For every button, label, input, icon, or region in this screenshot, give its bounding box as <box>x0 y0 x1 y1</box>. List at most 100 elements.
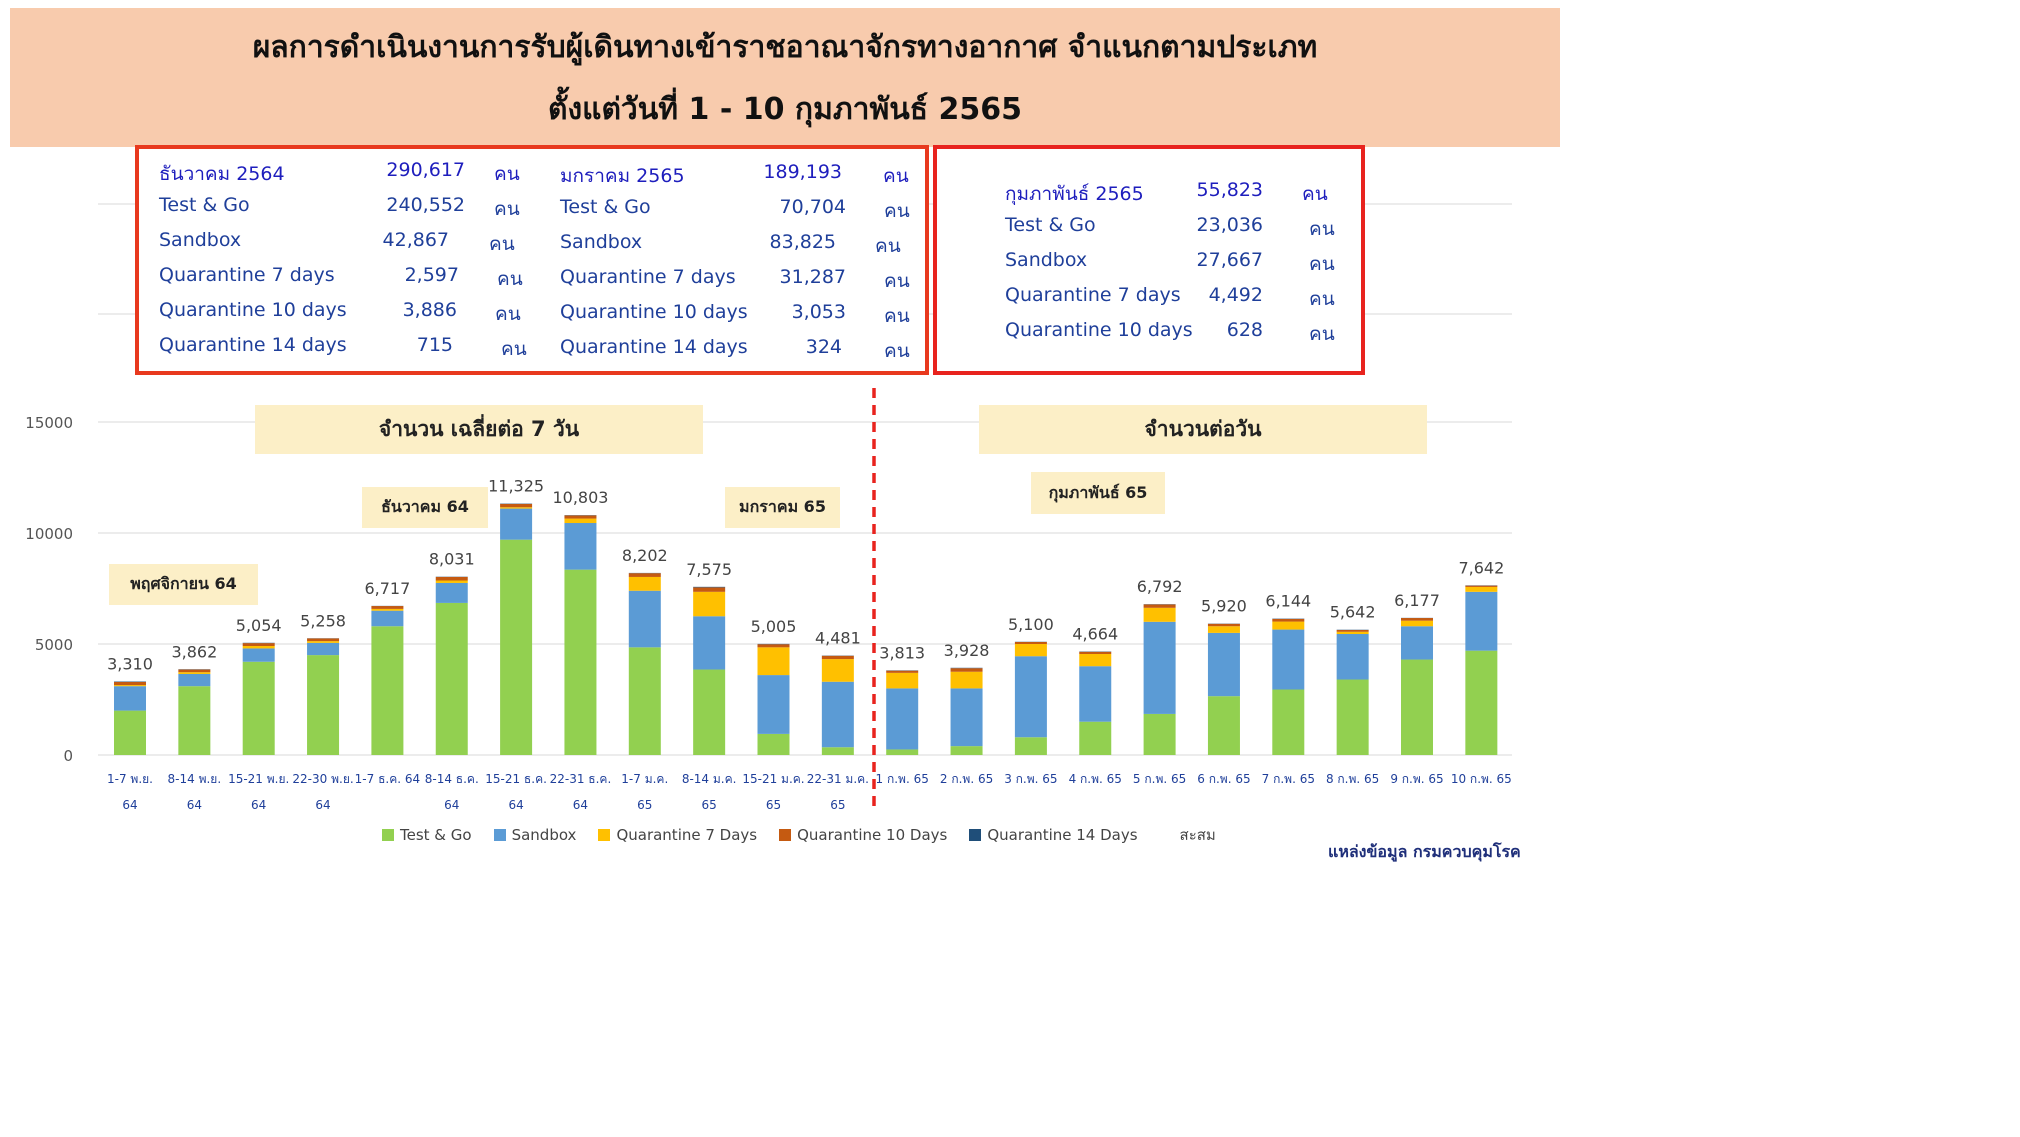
bar-segment <box>1401 659 1433 755</box>
bar-segment <box>1336 631 1369 635</box>
bar-segment <box>435 580 468 583</box>
bar-segment <box>1401 620 1433 627</box>
bar-segment <box>1014 642 1047 644</box>
bar-segment <box>1401 618 1433 621</box>
bar-total-label: 6,177 <box>1394 591 1440 610</box>
jan-row-value: 324 <box>805 336 842 358</box>
bar-segment <box>1336 679 1369 755</box>
x-tick-label: 64 <box>573 798 588 812</box>
x-tick-label: 22-31 ม.ค. <box>807 772 869 786</box>
x-tick-label: 64 <box>187 798 202 812</box>
bar-total-label: 7,642 <box>1458 558 1504 577</box>
bar-segment <box>1272 629 1305 690</box>
bar-segment <box>693 587 726 592</box>
jan-row-value: 3,053 <box>791 301 846 323</box>
bar-segment <box>564 569 597 755</box>
dec-row-label: Quarantine 10 days <box>159 299 347 321</box>
dec-row-value: 240,552 <box>386 194 465 216</box>
dec-row-value: 3,886 <box>402 299 457 321</box>
bar-segment <box>114 686 146 711</box>
bar-segment <box>500 508 533 540</box>
jan-row-unit: คน <box>884 200 910 222</box>
avg-7day-banner: จำนวน เฉลี่ยต่อ 7 วัน <box>255 405 703 454</box>
bar-total-label: 8,202 <box>622 546 668 565</box>
dec-row-label: Sandbox <box>159 229 242 251</box>
y-tick-label: 15000 <box>25 414 73 432</box>
legend-swatch <box>598 829 611 841</box>
feb-row-label: Test & Go <box>1005 214 1096 236</box>
bar-segment <box>242 643 275 646</box>
bar-segment <box>500 503 533 508</box>
bar-segment <box>1143 607 1176 622</box>
bar-segment <box>1336 630 1369 632</box>
x-tick-label: 64 <box>122 798 137 812</box>
bar-total-label: 10,803 <box>552 488 608 507</box>
bar-segment <box>1079 651 1112 654</box>
summary-box-dec-jan: ธันวาคม 2564 290,617 คน Test & Go 240,55… <box>135 145 929 375</box>
bar-segment <box>821 655 854 660</box>
legend-swatch <box>969 829 982 841</box>
legend-label: Quarantine 10 Days <box>797 826 948 844</box>
bar-total-label: 4,664 <box>1072 624 1118 643</box>
feb-total: 55,823 <box>1196 179 1263 201</box>
bar-segment <box>564 515 597 519</box>
bar-segment <box>564 523 597 570</box>
x-tick-label: 15-21 พ.ย. <box>228 772 289 786</box>
bar-total-label: 8,031 <box>429 550 475 569</box>
bar-segment <box>1465 585 1498 587</box>
bar-segment <box>178 673 211 687</box>
bar-segment <box>821 681 854 748</box>
summary-box-feb: กุมภาพันธ์ 2565 55,823 คน Test & Go 23,0… <box>933 145 1365 375</box>
bar-segment <box>307 655 340 755</box>
bar-total-label: 5,100 <box>1008 615 1054 634</box>
bar-total-label: 3,862 <box>171 642 217 661</box>
legend-label: Quarantine 7 Days <box>616 826 758 844</box>
title-banner: ผลการดำเนินงานการรับผู้เดินทางเข้าราชอาณ… <box>10 8 1560 147</box>
bar-segment <box>628 576 661 591</box>
feb-total-unit: คน <box>1302 183 1328 205</box>
jan-row-value: 83,825 <box>769 231 836 253</box>
bar-segment <box>371 608 404 611</box>
bar-total-label: 7,575 <box>686 560 732 579</box>
bar-segment <box>757 733 790 755</box>
page-title: ผลการดำเนินงานการรับผู้เดินทางเข้าราชอาณ… <box>252 30 1318 65</box>
bar-segment <box>242 648 275 662</box>
bar-total-label: 6,792 <box>1137 577 1183 596</box>
daily-banner: จำนวนต่อวัน <box>979 405 1427 454</box>
jan-total: 189,193 <box>763 161 842 183</box>
x-tick-label: 7 ก.พ. 65 <box>1262 772 1315 786</box>
jan-row-unit: คน <box>875 235 901 257</box>
dec-row-unit: คน <box>489 233 515 255</box>
bar-segment <box>435 582 468 603</box>
bar-segment <box>950 688 983 747</box>
bar-segment <box>693 591 726 617</box>
dec-row-label: Quarantine 14 days <box>159 334 347 356</box>
bar-total-label: 3,310 <box>107 655 153 674</box>
feb-row-unit: คน <box>1309 253 1335 275</box>
month-label-jan: มกราคม 65 <box>725 487 840 528</box>
x-tick-label: 65 <box>830 798 845 812</box>
jan-row-label: Quarantine 7 days <box>560 266 736 288</box>
bar-segment <box>1401 626 1433 660</box>
dec-row-label: Quarantine 7 days <box>159 264 335 286</box>
bar-segment <box>1014 644 1047 657</box>
bar-segment <box>1336 634 1369 680</box>
bar-segment <box>886 688 919 750</box>
bar-total-label: 6,144 <box>1265 592 1311 611</box>
legend-swatch <box>493 829 506 841</box>
x-tick-label: 1-7 ธ.ค. 64 <box>355 772 420 786</box>
feb-row-unit: คน <box>1309 288 1335 310</box>
bar-total-label: 5,642 <box>1330 603 1376 622</box>
month-label-dec: ธันวาคม 64 <box>362 487 488 528</box>
legend-label: สะสม <box>1179 826 1216 844</box>
bar-segment <box>371 610 404 627</box>
bar-segment <box>1079 653 1112 667</box>
legend-item-sandbox: Sandbox <box>493 823 576 847</box>
jan-row-value: 31,287 <box>779 266 846 288</box>
bar-segment <box>821 659 854 682</box>
dec-row-value: 2,597 <box>404 264 459 286</box>
legend-item-q14: Quarantine 14 Days <box>969 823 1138 847</box>
feb-row-label: Sandbox <box>1005 249 1088 271</box>
jan-row-label: Quarantine 14 days <box>560 336 748 358</box>
bar-segment <box>1207 623 1240 627</box>
